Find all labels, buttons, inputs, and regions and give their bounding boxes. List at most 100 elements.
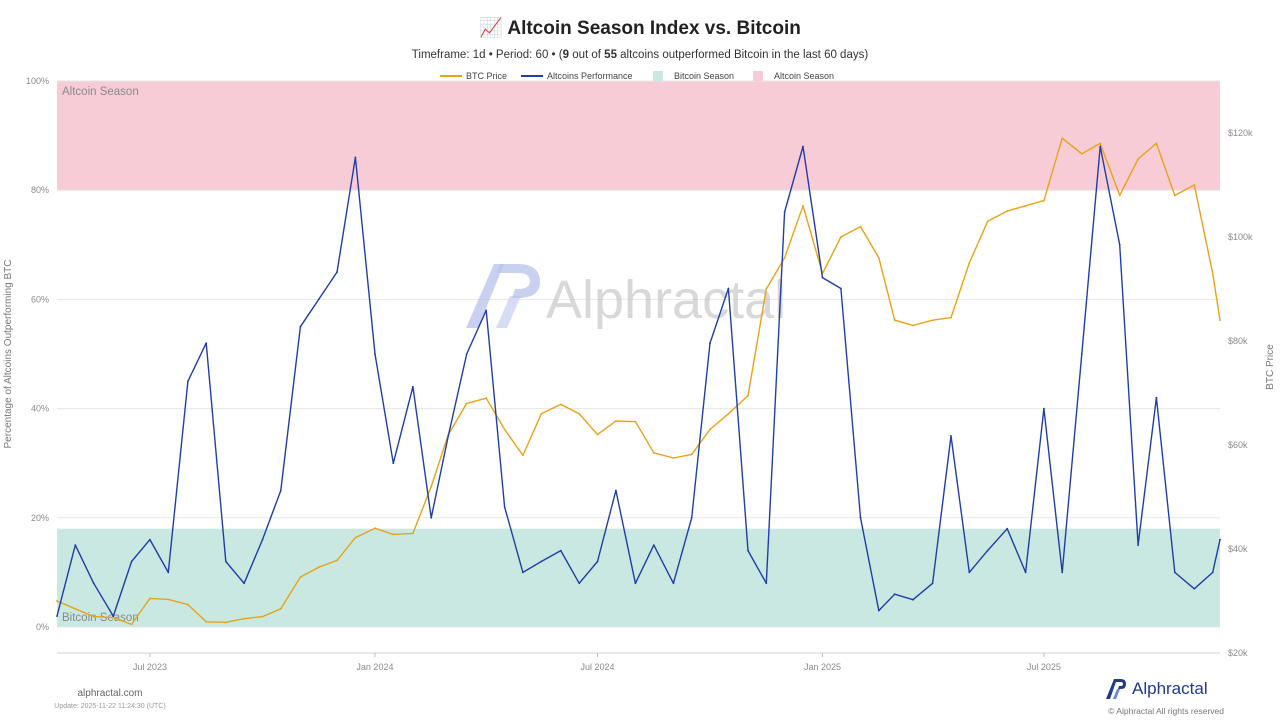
btc-price-point (709, 428, 711, 431)
chart-title: Altcoin Season Index vs. Bitcoin (507, 18, 801, 39)
btc-price-point (690, 453, 693, 456)
altcoins-performance-point (430, 516, 433, 519)
altcoins-performance-point (205, 342, 208, 344)
y-tick-label: 20% (31, 513, 49, 523)
altcoins-performance-point (950, 435, 952, 437)
subtitle-suffix: altcoins outperformed Bitcoin in the las… (616, 49, 869, 61)
btc-price-point (877, 256, 880, 259)
page-title: 📈 Altcoin Season Index vs. Bitcoin (0, 16, 1280, 40)
chart-increasing-icon: 📈 (479, 18, 503, 39)
btc-price-point (336, 559, 338, 562)
altcoins-performance-point (412, 385, 414, 388)
altcoins-performance-point (74, 544, 77, 546)
legend-label: BTC Price (466, 71, 507, 81)
altcoins-performance-point (522, 571, 524, 574)
btc-price-point (392, 533, 395, 536)
btc-price-point (559, 403, 562, 406)
altcoins-performance-point (893, 593, 896, 596)
altcoins-performance-point (1173, 571, 1176, 574)
btc-price-point (747, 394, 749, 397)
altcoins-performance-point (859, 516, 862, 519)
y2-axis-title: BTC Price (1265, 344, 1276, 390)
altcoins-performance-point (821, 276, 824, 279)
x-tick-label: Jan 2025 (804, 662, 841, 672)
btc-price-point (1061, 137, 1064, 140)
btc-price-point (243, 617, 246, 620)
btc-price-point (540, 412, 543, 415)
subtitle-prefix: Timeframe: 1d • Period: 60 • ( (411, 49, 563, 61)
y2-tick-label: $20k (1228, 648, 1248, 658)
altcoins-performance-point (540, 560, 543, 563)
altcoins-performance-point (336, 271, 338, 273)
watermark: Alphractal (466, 264, 786, 330)
btc-price-point (950, 316, 952, 319)
altcoins-performance-point (503, 506, 506, 508)
btc-price-point (317, 566, 320, 569)
altcoins-performance-point (672, 582, 675, 585)
btc-price-point (840, 236, 842, 238)
x-tick-label: Jul 2025 (1027, 662, 1061, 672)
altcoins-performance-point (1061, 571, 1064, 574)
altcoins-performance-point (261, 538, 264, 541)
watermark-logo-icon (496, 296, 521, 328)
alphractal-logo-icon (1106, 679, 1126, 699)
y2-tick-label: $40k (1228, 544, 1248, 554)
btc-price-point (299, 576, 302, 578)
btc-price-point (130, 623, 133, 626)
altcoins-performance-point (578, 582, 581, 585)
y-tick-label: 100% (26, 76, 49, 86)
altcoins-performance-point (1193, 587, 1196, 590)
btc-price-point (149, 597, 151, 600)
altcoins-performance-point (465, 353, 468, 355)
btc-price-point (1211, 272, 1214, 275)
btc-price-point (652, 451, 655, 454)
y-tick-label: 60% (31, 294, 49, 304)
altcoins-performance-point (765, 582, 768, 585)
btc-price-point (1173, 194, 1176, 197)
y2-tick-label: $100k (1228, 232, 1253, 242)
altcoins-performance-point (1099, 145, 1102, 148)
x-tick-label: Jul 2023 (133, 662, 167, 672)
subtitle-middle: out of (569, 49, 605, 61)
altcoins-performance-point (690, 516, 693, 519)
btc-price-point (485, 397, 488, 400)
y-tick-label: 0% (36, 622, 49, 632)
btc-price-point (783, 256, 786, 259)
btc-price-point (374, 527, 376, 530)
btc-price-point (187, 603, 189, 606)
altcoins-performance-point (1006, 527, 1009, 530)
altcoins-performance-point (92, 582, 95, 585)
btc-price-point (205, 620, 208, 623)
site-url[interactable]: alphractal.com (77, 688, 143, 699)
altcoins-performance-point (1024, 571, 1027, 574)
btc-price-point (596, 433, 599, 436)
legend-label: Bitcoin Season (674, 71, 734, 81)
altcoin-season-band (57, 81, 1220, 191)
btc-price-point (74, 607, 77, 610)
altcoins-performance-point (840, 287, 842, 290)
btc-price-point (931, 319, 934, 322)
altcoins-performance-point (354, 156, 357, 159)
watermark-logo-icon (466, 264, 504, 328)
altcoins-performance-point (1080, 353, 1083, 355)
altcoins-performance-point (652, 544, 655, 546)
altcoins-performance-point (317, 298, 320, 301)
legend-bitcoin-season-swatch (653, 71, 663, 81)
y2-tick-label: $120k (1228, 128, 1253, 138)
btc-price-point (893, 319, 896, 322)
altcoins-performance-point (747, 549, 749, 552)
legend: BTC Price Altcoins Performance Bitcoin Sea… (440, 71, 834, 81)
altcoins-performance-point (1211, 571, 1214, 574)
btc-price-point (167, 598, 170, 601)
btc-price-point (1219, 319, 1221, 322)
btc-price-point (727, 412, 730, 415)
altcoins-performance-point (1219, 538, 1221, 541)
altcoins-performance-line (56, 145, 1221, 617)
copyright-notice: © Alphractal All rights reserved (1108, 706, 1224, 716)
btc-price-point (578, 412, 581, 415)
watermark-text: Alphractal (546, 270, 786, 330)
altcoins-performance-point (392, 462, 395, 465)
altcoins-performance-point (634, 582, 637, 585)
btc-price-line (56, 137, 1221, 626)
